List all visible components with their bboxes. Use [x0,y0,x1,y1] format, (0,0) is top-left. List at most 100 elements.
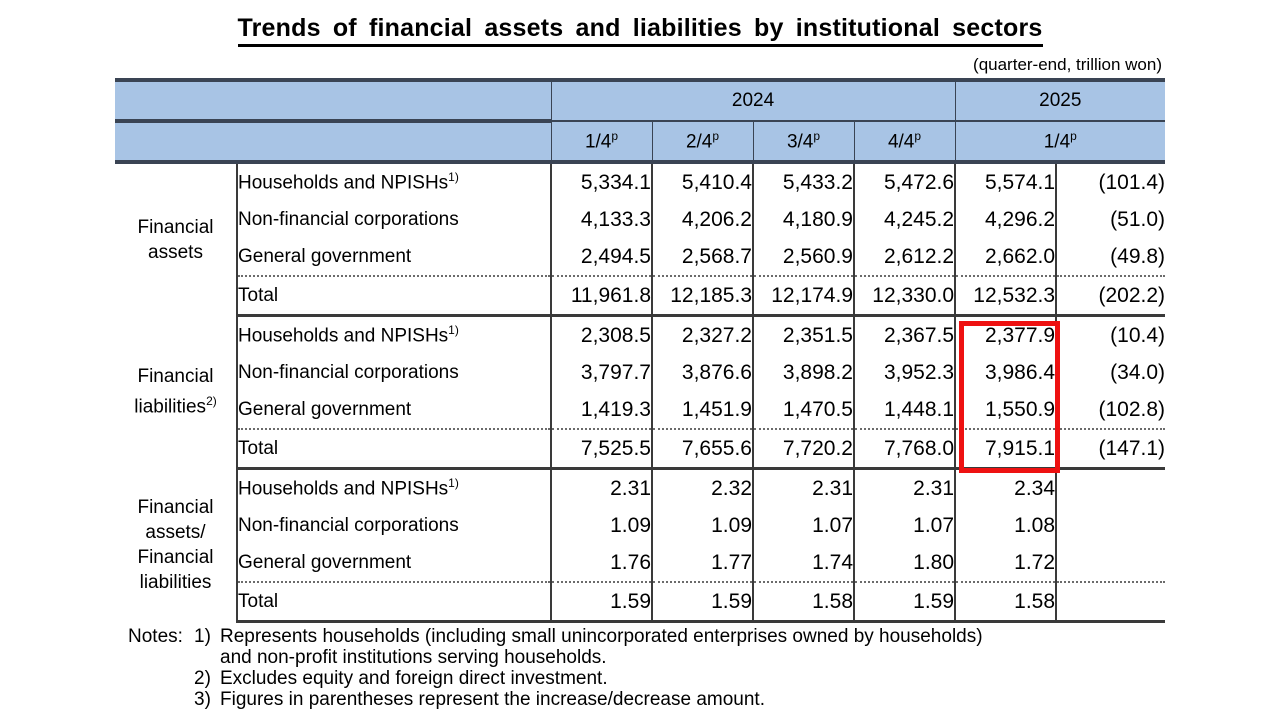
note-item-1: Notes: 1) Represents households (includi… [128,626,1188,647]
provisional-mark-1: p [611,128,619,143]
cell-value: 1.07 [852,507,956,544]
block-financial-assets: Financial assets Households and NPISHs1)… [115,162,1166,317]
cell-value: 7,655.6 [651,428,753,470]
cell-value: 12,174.9 [752,275,854,317]
provisional-mark-4: p [914,128,922,143]
footnote-ref-1: 1) [448,323,459,338]
header-year-2025: 2025 [954,78,1166,122]
table-row: Financial assets Households and NPISHs1)… [115,162,1166,263]
sector-label-nonfinancial: Non-financial corporations [236,354,551,391]
header-q1-2025: 1/4p [954,121,1166,164]
cell-value: 2.32 [651,468,753,507]
cell-value: 1.59 [651,581,753,623]
sector-label-government: General government [236,238,551,276]
cell-value: 1.77 [651,544,753,582]
header-q4-2024-label: 4/4 [887,131,915,153]
cell-value: 7,768.0 [852,428,956,470]
cell-value: 2,662.0 [954,238,1057,276]
cell-value: 5,472.6 [852,162,956,201]
notes-lead-spacer-2 [128,668,194,689]
group-label-line2-text: liabilities [134,396,207,418]
group-label-line1: Financial [137,216,214,238]
provisional-mark-2: p [712,128,720,143]
group-label-line2: liabilities2) [115,389,236,419]
cell-value: 12,330.0 [852,275,956,317]
note-item-3: 3) Figures in parentheses represent the … [128,689,1188,710]
footnote-ref-1: 1) [448,170,459,185]
cell-change: (51.0) [1055,201,1166,238]
table-row: Non-financial corporations 3,797.7 3,876… [115,354,1166,391]
cell-value-highlighted: 2,377.9 [954,315,1057,354]
sector-label-households-text: Households and NPISHs [238,172,449,194]
sector-label-nonfinancial: Non-financial corporations [236,507,551,544]
note-text-1-cont: and non-profit institutions serving hous… [220,647,607,668]
cell-value: 2,494.5 [550,238,652,276]
financial-table: 2024 2025 1/4p 2/4p 3/4p 4/4p 1/4p Finan… [115,78,1166,623]
cell-value-highlighted: 3,986.4 [954,354,1057,391]
cell-change: (101.4) [1055,162,1166,201]
table-header: 2024 2025 1/4p 2/4p 3/4p 4/4p 1/4p [115,78,1166,164]
table-row: General government 1.76 1.77 1.74 1.80 1… [115,544,1166,582]
cell-value: 3,876.6 [651,354,753,391]
cell-value: 2,327.2 [651,315,753,354]
header-row-years: 2024 2025 [115,78,1166,123]
group-label-line2: assets [148,241,203,263]
cell-value: 2,367.5 [852,315,956,354]
header-q2-2024: 2/4p [651,121,753,164]
block-financial-liabilities: Financial liabilities2) Households and N… [115,315,1166,470]
cell-value: 2.34 [954,468,1057,507]
page-title-text: Trends of financial assets and liabiliti… [237,14,1043,47]
cell-change-empty [1055,507,1166,544]
cell-value: 2,351.5 [752,315,854,354]
cell-value: 2.31 [852,468,956,507]
cell-value: 2,568.7 [651,238,753,276]
header-q1-2025-label: 1/4 [1043,131,1071,153]
sector-label-households: Households and NPISHs1) [236,315,551,354]
cell-value: 7,525.5 [550,428,652,470]
cell-value: 12,532.3 [954,275,1057,317]
note-mark-3: 3) [194,689,211,710]
cell-value: 1.58 [954,581,1057,623]
header-row-quarters: 1/4p 2/4p 3/4p 4/4p 1/4p [115,119,1166,164]
table-row: Non-financial corporations 1.09 1.09 1.0… [115,507,1166,544]
table-row: Financial assets/ Financial liabilities … [115,468,1166,593]
page-title: Trends of financial assets and liabiliti… [0,14,1280,47]
cell-value: 2,308.5 [550,315,652,354]
cell-change-empty [1055,581,1166,623]
cell-value: 1.09 [651,507,753,544]
financial-table-wrap: 2024 2025 1/4p 2/4p 3/4p 4/4p 1/4p Finan… [115,78,1166,623]
cell-value: 3,797.7 [550,354,652,391]
cell-change: (147.1) [1055,428,1166,470]
cell-value: 11,961.8 [550,275,652,317]
note-text-1: Represents households (including small u… [220,626,983,647]
cell-value: 4,296.2 [954,201,1057,238]
cell-value: 2,612.2 [852,238,956,276]
table-row: General government 2,494.5 2,568.7 2,560… [115,238,1166,276]
note-item-2: 2) Excludes equity and foreign direct in… [128,668,1188,689]
cell-value: 2.31 [550,468,652,507]
block-assets-liabilities-ratio: Financial assets/ Financial liabilities … [115,468,1166,623]
cell-value: 4,133.3 [550,201,652,238]
footnote-ref-2: 2) [206,394,217,409]
table-row: General government 1,419.3 1,451.9 1,470… [115,391,1166,429]
cell-change-empty [1055,468,1166,507]
header-corner-blank-2 [115,119,551,164]
provisional-mark-3: p [813,128,821,143]
cell-value: 1.72 [954,544,1057,582]
sector-label-households: Households and NPISHs1) [236,468,551,507]
table-row-total: Total 1.59 1.59 1.58 1.59 1.58 [115,581,1166,623]
sector-label-total: Total [236,581,551,623]
group-label-ratio: Financial assets/ Financial liabilities [115,469,237,622]
cell-value: 7,720.2 [752,428,854,470]
header-q1-2024-label: 1/4 [584,131,612,153]
cell-value: 12,185.3 [651,275,753,317]
sector-label-households-text: Households and NPISHs [238,325,449,347]
group-label-financial-liabilities: Financial liabilities2) [115,316,237,469]
note-mark-2: 2) [194,668,211,689]
sector-label-government: General government [236,391,551,429]
cell-value-highlighted: 7,915.1 [954,428,1057,470]
note-text-3: Figures in parentheses represent the inc… [220,689,765,710]
header-q4-2024: 4/4p [853,121,956,164]
cell-value: 2,560.9 [752,238,854,276]
